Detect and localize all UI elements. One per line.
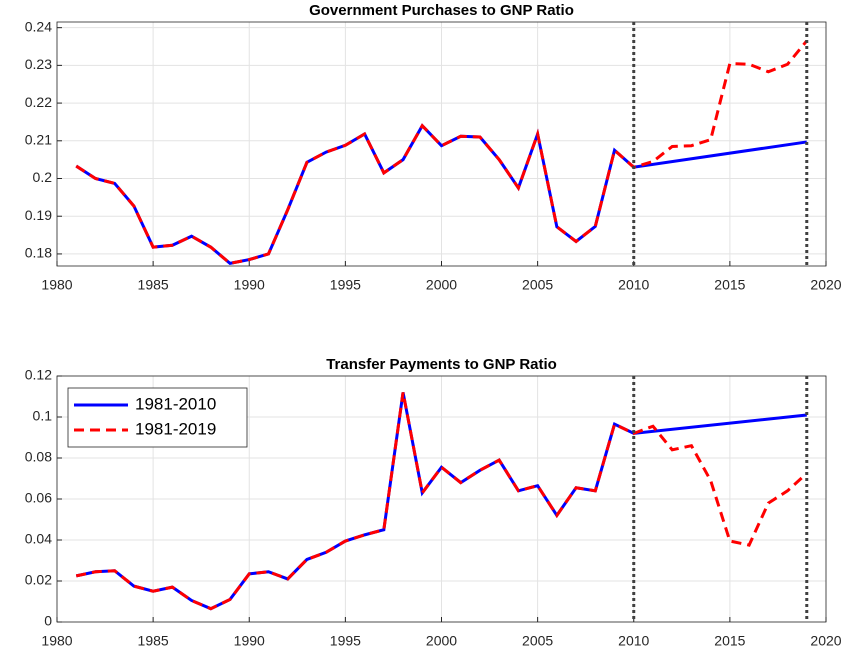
x-tick-label: 2010	[618, 277, 649, 293]
x-tick-label: 2000	[426, 277, 457, 293]
y-tick-label: 0.23	[25, 56, 52, 72]
x-tick-label: 2005	[522, 633, 553, 649]
data-line	[75, 39, 808, 265]
x-tick-label: 1995	[330, 277, 361, 293]
x-tick-label: 1985	[138, 633, 169, 649]
y-tick-label: 0.06	[25, 490, 52, 506]
y-tick-label: 0.24	[25, 18, 52, 34]
x-tick-label: 2010	[618, 633, 649, 649]
y-tick-label: 0.21	[25, 131, 52, 147]
legend-box	[67, 387, 248, 448]
legend-label: 1981-2010	[135, 394, 216, 413]
x-tick-label: 2020	[810, 633, 841, 649]
y-tick-label: 0.2	[33, 169, 53, 185]
y-tick-label: 0.19	[25, 207, 52, 223]
y-tick-label: 0.04	[25, 531, 52, 547]
data-line	[75, 392, 808, 611]
x-tick-label: 1980	[41, 277, 72, 293]
y-tick-label: 0.12	[25, 367, 52, 383]
x-tick-label: 2000	[426, 633, 457, 649]
y-tick-label: 0.1	[33, 408, 53, 424]
chart-title: Transfer Payments to GNP Ratio	[326, 356, 557, 373]
x-tick-label: 1990	[234, 633, 265, 649]
y-tick-label: 0.08	[25, 449, 52, 465]
y-tick-label: 0	[44, 613, 52, 629]
x-tick-label: 1995	[330, 633, 361, 649]
y-tick-label: 0.02	[25, 572, 52, 588]
x-tick-label: 2015	[714, 633, 745, 649]
chart-title: Government Purchases to GNP Ratio	[309, 2, 574, 19]
y-tick-label: 0.18	[25, 245, 52, 261]
x-tick-label: 2015	[714, 277, 745, 293]
y-tick-label: 0.22	[25, 94, 52, 110]
x-tick-label: 2020	[810, 277, 841, 293]
x-tick-label: 2005	[522, 277, 553, 293]
x-tick-label: 1985	[138, 277, 169, 293]
x-tick-label: 1990	[234, 277, 265, 293]
legend-label: 1981-2019	[135, 419, 216, 438]
x-tick-label: 1980	[41, 633, 72, 649]
